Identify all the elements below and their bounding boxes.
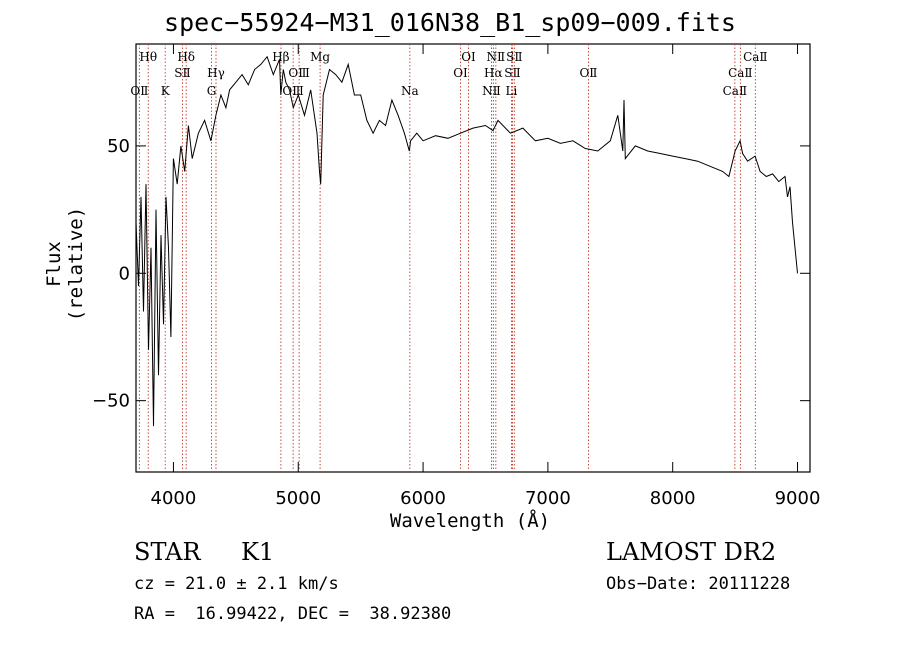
flux-series-line bbox=[135, 55, 798, 427]
spectral-line-label: Li bbox=[506, 84, 518, 98]
redshift-cz: cz = 21.0 ± 2.1 km/s bbox=[134, 574, 339, 594]
spectral-line-label: OⅢ bbox=[282, 84, 303, 98]
x-tick-label: 9000 bbox=[775, 488, 821, 509]
x-tick-label: 8000 bbox=[650, 488, 696, 509]
plot-frame bbox=[135, 43, 811, 473]
y-axis-label: Flux (relative) bbox=[43, 206, 87, 322]
spectral-line-label: Na bbox=[401, 84, 419, 98]
y-tick-label: −50 bbox=[92, 391, 130, 412]
spectral-line-label: OⅠ bbox=[453, 66, 468, 80]
spectral-line-label: OⅡ bbox=[130, 84, 148, 98]
spectral-line-label: K bbox=[161, 84, 171, 98]
object-subclass: K1 bbox=[241, 538, 275, 566]
spectral-line-label: CaⅡ bbox=[723, 84, 748, 98]
chart-title: spec−55924−M31_016N38_B1_sp09−009.fits bbox=[164, 8, 736, 37]
x-axis-label: Wavelength (Å) bbox=[389, 510, 551, 532]
x-tick-label: 6000 bbox=[400, 488, 446, 509]
x-tick-label: 7000 bbox=[525, 488, 571, 509]
y-tick-label: 0 bbox=[119, 263, 130, 284]
y-tick-label: 50 bbox=[107, 136, 130, 157]
spectral-line-label: Hγ bbox=[207, 66, 225, 80]
spectral-line-label: NⅡ bbox=[482, 84, 501, 98]
spectral-line-label: Mg bbox=[310, 50, 330, 64]
spectral-line-label: SⅡ bbox=[504, 66, 520, 80]
x-tick-label: 5000 bbox=[275, 488, 321, 509]
spectral-line-label: Hθ bbox=[139, 50, 157, 64]
spectral-line-label: CaⅡ bbox=[728, 66, 753, 80]
spectral-line-label: OⅡ bbox=[579, 66, 597, 80]
obs-date: Obs−Date: 20111228 bbox=[606, 574, 791, 594]
object-class: STAR bbox=[134, 538, 201, 566]
survey-name: LAMOST DR2 bbox=[606, 538, 777, 566]
spectral-line-label: Hδ bbox=[177, 50, 195, 64]
spectral-line-label: G bbox=[207, 84, 217, 98]
spectral-line-label: Hβ bbox=[272, 50, 289, 64]
x-tick-label: 4000 bbox=[151, 488, 197, 509]
spectral-line-label: OⅠ bbox=[461, 50, 476, 64]
ra-dec: RA = 16.99422, DEC = 38.92380 bbox=[134, 604, 452, 624]
spectral-line-label: OⅢ bbox=[288, 66, 309, 80]
spectral-line-label: CaⅡ bbox=[743, 50, 768, 64]
spectral-line-label: SⅡ bbox=[506, 50, 522, 64]
spectral-line-label: NⅡ bbox=[487, 50, 506, 64]
spectral-line-label: Hα bbox=[484, 66, 503, 80]
spectral-line-label: SⅡ bbox=[174, 66, 190, 80]
